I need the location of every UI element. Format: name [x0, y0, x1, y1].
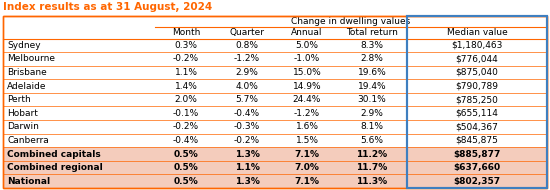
Bar — [3, 161, 547, 174]
Text: $785,250: $785,250 — [455, 95, 498, 104]
Text: Quarter: Quarter — [229, 28, 265, 37]
Bar — [3, 147, 547, 161]
Text: 0.5%: 0.5% — [174, 150, 199, 158]
Bar — [407, 16, 547, 188]
Text: Sydney: Sydney — [7, 41, 41, 50]
Text: Median value: Median value — [447, 28, 507, 37]
Text: 30.1%: 30.1% — [358, 95, 386, 104]
Text: Darwin: Darwin — [7, 122, 39, 131]
Text: -0.1%: -0.1% — [173, 109, 199, 118]
Text: $845,875: $845,875 — [455, 136, 498, 145]
Bar — [407, 16, 547, 188]
Text: Change in dwelling values: Change in dwelling values — [292, 17, 411, 26]
Text: 2.9%: 2.9% — [235, 68, 258, 77]
Text: 0.8%: 0.8% — [235, 41, 258, 50]
Text: 2.8%: 2.8% — [361, 54, 383, 63]
Text: 19.4%: 19.4% — [358, 82, 386, 91]
Text: -0.4%: -0.4% — [173, 136, 199, 145]
Text: 1.4%: 1.4% — [174, 82, 197, 91]
Text: $504,367: $504,367 — [455, 122, 498, 131]
Text: $1,180,463: $1,180,463 — [452, 41, 503, 50]
Text: 5.0%: 5.0% — [295, 41, 318, 50]
Text: Perth: Perth — [7, 95, 31, 104]
Text: 1.1%: 1.1% — [174, 68, 197, 77]
Text: 19.6%: 19.6% — [358, 68, 386, 77]
Text: 7.1%: 7.1% — [294, 150, 320, 158]
Text: 2.0%: 2.0% — [174, 95, 197, 104]
Bar — [3, 66, 547, 79]
Text: 4.0%: 4.0% — [235, 82, 258, 91]
Text: 0.5%: 0.5% — [174, 163, 199, 172]
Text: Index results as at 31 August, 2024: Index results as at 31 August, 2024 — [3, 2, 212, 12]
Text: -1.2%: -1.2% — [234, 54, 260, 63]
Text: National: National — [7, 177, 50, 186]
Text: Combined regional: Combined regional — [7, 163, 103, 172]
Text: 11.7%: 11.7% — [356, 163, 388, 172]
Text: 1.5%: 1.5% — [295, 136, 318, 145]
Text: 5.6%: 5.6% — [360, 136, 383, 145]
Bar — [3, 106, 547, 120]
Text: $875,040: $875,040 — [455, 68, 498, 77]
Bar — [3, 52, 547, 66]
Text: 1.3%: 1.3% — [234, 177, 260, 186]
Text: 14.9%: 14.9% — [293, 82, 321, 91]
Text: 1.6%: 1.6% — [295, 122, 318, 131]
Text: $885,877: $885,877 — [453, 150, 500, 158]
Text: Melbourne: Melbourne — [7, 54, 55, 63]
Text: $655,114: $655,114 — [455, 109, 498, 118]
Text: $637,660: $637,660 — [453, 163, 500, 172]
Text: -0.2%: -0.2% — [173, 122, 199, 131]
Text: Combined capitals: Combined capitals — [7, 150, 101, 158]
Text: 0.5%: 0.5% — [174, 177, 199, 186]
Text: 11.3%: 11.3% — [356, 177, 388, 186]
Text: Annual: Annual — [292, 28, 323, 37]
Text: -1.2%: -1.2% — [294, 109, 320, 118]
Text: Canberra: Canberra — [7, 136, 49, 145]
Text: Month: Month — [172, 28, 200, 37]
Text: Brisbane: Brisbane — [7, 68, 47, 77]
Text: 1.1%: 1.1% — [234, 163, 260, 172]
Text: 2.9%: 2.9% — [361, 109, 383, 118]
Text: 5.7%: 5.7% — [235, 95, 258, 104]
Text: -0.2%: -0.2% — [173, 54, 199, 63]
Text: 15.0%: 15.0% — [293, 68, 321, 77]
Text: 11.2%: 11.2% — [356, 150, 388, 158]
Text: 24.4%: 24.4% — [293, 95, 321, 104]
Text: Adelaide: Adelaide — [7, 82, 47, 91]
Text: Total return: Total return — [346, 28, 398, 37]
Text: $790,789: $790,789 — [455, 82, 498, 91]
Text: 7.0%: 7.0% — [295, 163, 320, 172]
Text: -0.3%: -0.3% — [234, 122, 260, 131]
Text: -0.4%: -0.4% — [234, 109, 260, 118]
Text: 1.3%: 1.3% — [234, 150, 260, 158]
Bar — [3, 134, 547, 147]
Bar — [3, 174, 547, 188]
Bar — [3, 39, 547, 52]
Text: Hobart: Hobart — [7, 109, 38, 118]
Text: -0.2%: -0.2% — [234, 136, 260, 145]
Bar — [3, 93, 547, 106]
Text: 8.3%: 8.3% — [360, 41, 383, 50]
Text: $802,357: $802,357 — [453, 177, 500, 186]
Text: 8.1%: 8.1% — [360, 122, 383, 131]
Text: 0.3%: 0.3% — [174, 41, 197, 50]
Text: $776,044: $776,044 — [455, 54, 498, 63]
Bar — [3, 79, 547, 93]
Text: 7.1%: 7.1% — [294, 177, 320, 186]
Text: -1.0%: -1.0% — [294, 54, 320, 63]
Bar — [3, 120, 547, 134]
